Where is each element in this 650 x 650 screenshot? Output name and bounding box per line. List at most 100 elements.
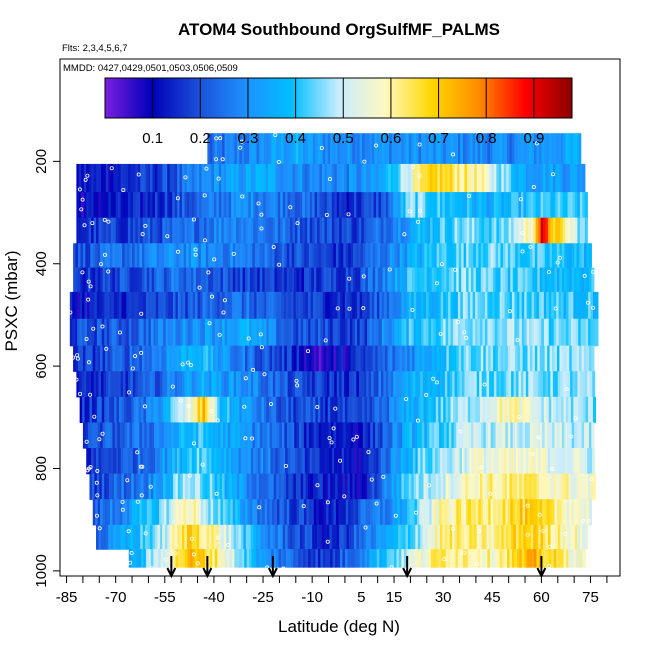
heat-cell — [507, 422, 511, 449]
heat-cell — [329, 163, 333, 193]
heat-cell — [569, 243, 573, 269]
heat-cell — [503, 192, 507, 219]
heat-cell — [187, 291, 191, 320]
heat-cell — [441, 499, 445, 526]
heat-cell — [452, 133, 457, 165]
heat-cell — [164, 217, 168, 244]
heat-cell — [250, 217, 254, 244]
heat-cell — [107, 243, 111, 269]
heat-cell — [155, 473, 159, 500]
heat-cell — [468, 243, 472, 269]
y-tick-label: 200 — [33, 149, 50, 174]
heat-cell — [181, 163, 186, 193]
heat-cell — [505, 422, 509, 449]
heat-cell — [550, 192, 554, 219]
heat-cell — [167, 217, 171, 244]
heat-cell — [337, 318, 341, 347]
heat-cell — [258, 473, 263, 500]
heat-cell — [471, 371, 475, 398]
heat-cell — [154, 422, 158, 449]
heat-cell — [387, 345, 391, 372]
heat-cell — [304, 371, 308, 398]
heat-cell — [112, 499, 116, 526]
heat-cell — [292, 217, 296, 244]
heat-cell — [263, 192, 267, 219]
heat-cell — [189, 371, 193, 398]
heat-cell — [333, 499, 337, 526]
sample-point — [331, 426, 336, 431]
x-tick-label: -25 — [252, 589, 274, 606]
heat-cell — [561, 345, 565, 372]
heat-cell — [307, 217, 311, 244]
sample-point — [197, 285, 202, 290]
heat-cell — [571, 499, 575, 526]
heat-cell — [164, 524, 168, 550]
heat-cell — [321, 499, 325, 526]
heat-cell — [460, 318, 464, 347]
heat-cell — [533, 371, 537, 398]
heat-cell — [436, 267, 440, 293]
heat-cell — [325, 133, 329, 165]
heat-cell — [152, 217, 156, 244]
heat-cell — [525, 163, 529, 193]
heat-cell — [306, 422, 310, 449]
heat-cell — [160, 473, 164, 500]
heat-cell — [561, 318, 565, 347]
sample-point — [120, 507, 125, 512]
heat-cell — [102, 345, 106, 372]
heat-cell — [378, 524, 382, 550]
heat-cell — [530, 524, 534, 550]
heat-cell — [374, 549, 378, 568]
heat-cell — [327, 396, 331, 424]
heat-cell — [465, 291, 469, 320]
heat-cell — [155, 291, 159, 320]
heat-cell — [282, 371, 286, 398]
heat-cell — [340, 473, 344, 500]
heat-cell — [433, 473, 437, 500]
heat-cell — [522, 267, 526, 293]
sample-point — [77, 187, 82, 192]
heat-cell — [245, 422, 249, 449]
heat-cell — [595, 291, 599, 320]
heat-cell — [566, 422, 570, 449]
heat-cell — [227, 291, 231, 320]
heat-cell — [74, 291, 78, 320]
heat-cell — [537, 345, 541, 372]
heat-cell — [367, 318, 371, 347]
heat-cell — [209, 318, 213, 347]
heat-cell — [226, 217, 230, 244]
heat-cell — [159, 524, 163, 550]
heat-cell — [132, 217, 136, 244]
heat-cell — [403, 396, 407, 424]
heat-cell — [105, 163, 109, 193]
heat-cell — [516, 396, 520, 424]
heat-cell — [317, 371, 321, 398]
heat-cell — [305, 133, 309, 165]
heat-cell — [97, 422, 101, 449]
heat-cell — [393, 448, 397, 475]
heat-cell — [592, 396, 597, 424]
heat-cell — [218, 267, 222, 293]
heat-cell — [284, 243, 288, 269]
heat-cell — [501, 524, 505, 550]
heat-cell — [408, 549, 412, 568]
heat-cell — [140, 217, 144, 244]
heat-cell — [358, 345, 362, 372]
heat-cell — [505, 345, 509, 372]
heat-cell — [421, 318, 425, 347]
heat-cell — [340, 243, 344, 269]
heat-cell — [359, 318, 363, 347]
heat-cell — [132, 448, 136, 475]
heat-cell — [271, 133, 275, 165]
heat-cell — [444, 524, 448, 550]
heat-cell — [419, 499, 423, 526]
heat-cell — [511, 318, 515, 347]
heat-cell — [146, 422, 150, 449]
heat-cell — [322, 133, 326, 165]
heat-cell — [574, 422, 578, 449]
heat-cell — [367, 422, 371, 449]
heat-cell — [172, 448, 176, 475]
heat-cell — [172, 549, 177, 568]
heat-cell — [466, 267, 470, 293]
heat-cell — [159, 243, 163, 269]
